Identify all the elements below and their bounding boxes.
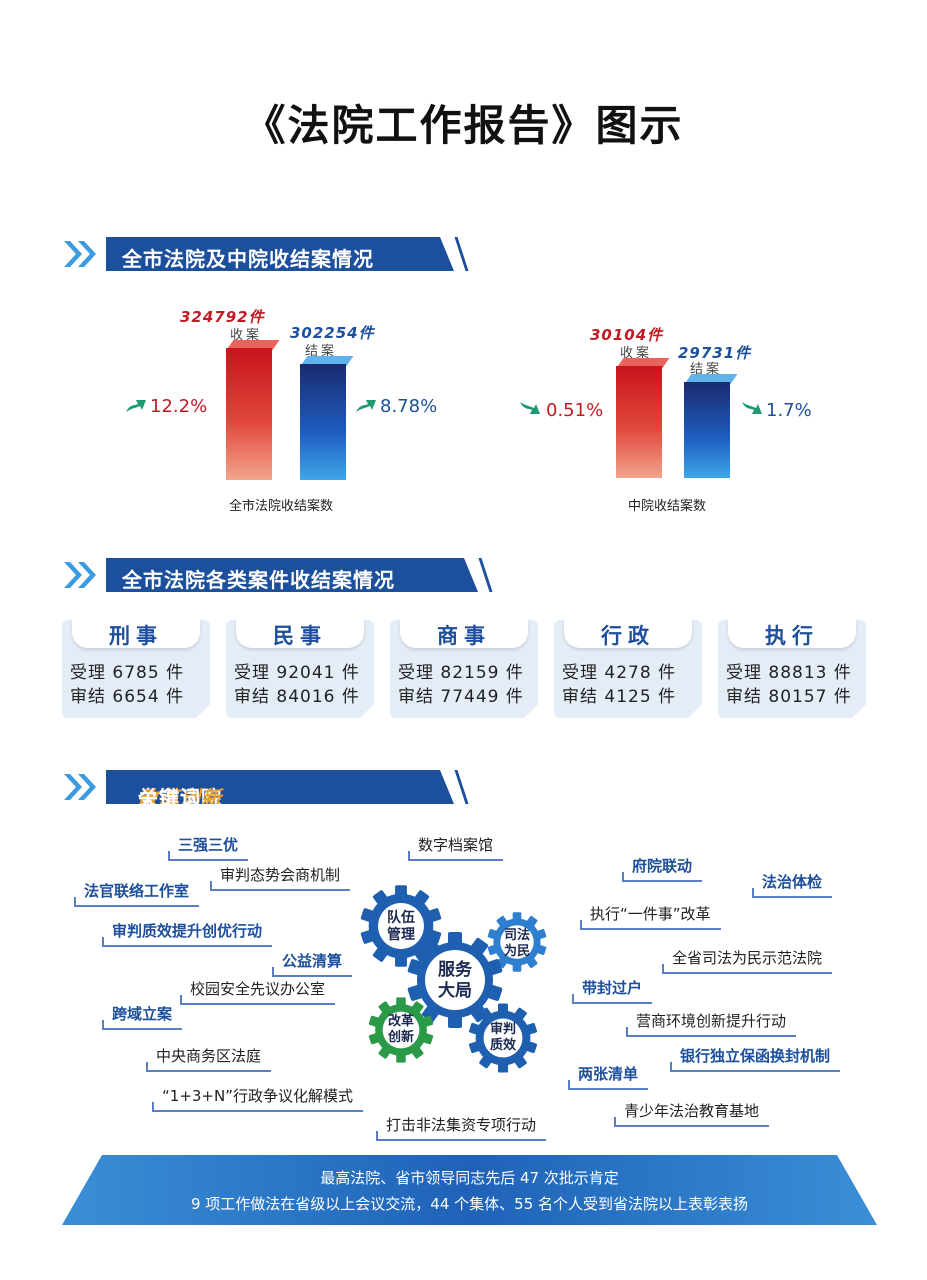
summary-banner: 最高法院、省市领导同志先后 47 次批示肯定 9 项工作做法在省级以上会议交流，…: [62, 1155, 877, 1225]
card-title: 行政: [601, 624, 655, 648]
mid-received-bar: [616, 366, 662, 478]
card-closed: 审结 80157 件: [726, 687, 852, 707]
card-closed: 审结 77449 件: [398, 687, 524, 707]
card-received: 受理 6785 件: [70, 663, 185, 683]
case-card-criminal: 刑事 受理 6785 件 审结 6654 件: [62, 618, 210, 718]
title-part: 关键词: [138, 786, 201, 810]
mid-closed-label: 结案: [690, 362, 723, 377]
trend-up-icon: [126, 400, 146, 412]
keyword: 跨域立案: [101, 1003, 183, 1030]
keyword: 银行独立保函换封机制: [669, 1045, 841, 1072]
gear-label-people: 司法 为民: [503, 928, 530, 959]
case-card-civil: 民事 受理 92041 件 审结 84016 件: [226, 618, 374, 718]
mid-received-change: 0.51%: [546, 400, 604, 421]
keyword: 法治体检: [751, 871, 833, 898]
gear-icon: [468, 1003, 538, 1073]
section3-title-bar: 全市法院 改革创新 关键词: [106, 770, 454, 804]
double-chevron-icon: [64, 241, 96, 267]
city-received-change: 12.2%: [150, 396, 208, 417]
card-received: 受理 92041 件: [234, 663, 360, 683]
gear-label-quality: 审判 质效: [489, 1022, 516, 1053]
divider: [454, 770, 469, 804]
city-closed-value: 302254件: [290, 324, 375, 342]
gear-label-reform: 改革 创新: [387, 1014, 414, 1045]
city-chart-caption: 全市法院收结案数: [229, 499, 334, 514]
double-chevron-icon: [64, 774, 96, 800]
card-title: 刑事: [109, 624, 163, 648]
case-card-enforcement: 执行 受理 88813 件 审结 80157 件: [718, 618, 866, 718]
card-received: 受理 82159 件: [398, 663, 524, 683]
keyword: 法官联络工作室: [73, 880, 200, 907]
card-closed: 审结 4125 件: [562, 687, 677, 707]
gear-icon: [360, 885, 442, 967]
keyword: 校园安全先议办公室: [179, 978, 336, 1005]
mid-closed-change: 1.7%: [766, 400, 812, 421]
page-title: 《法院工作报告》图示: [243, 101, 684, 150]
trend-down-icon: [520, 402, 540, 414]
keyword: 青少年法治教育基地: [613, 1100, 770, 1127]
keyword: 执行“一件事”改革: [580, 903, 721, 930]
section1-title: 全市法院及中院收结案情况: [122, 247, 374, 271]
card-received: 受理 88813 件: [726, 663, 852, 683]
city-received-value: 324792件: [180, 308, 265, 326]
city-closed-change: 8.78%: [380, 396, 438, 417]
section1-header: 全市法院及中院收结案情况: [62, 237, 482, 271]
card-title: 商事: [437, 624, 491, 648]
gear-label-team: 队伍 管理: [387, 910, 415, 943]
mid-chart-caption: 中院收结案数: [628, 499, 707, 514]
keyword: 审判质效提升创优行动: [101, 920, 273, 947]
mid-received-label: 收案: [620, 346, 653, 361]
city-received-label: 收案: [230, 328, 263, 343]
mid-closed-bar: [684, 382, 730, 478]
gear-label-center: 服务 大局: [438, 960, 472, 1001]
banner-line-1: 最高法院、省市领导同志先后 47 次批示肯定: [320, 1169, 619, 1187]
keyword: 两张清单: [567, 1063, 649, 1090]
city-closed-label: 结案: [305, 344, 338, 359]
trend-down-icon: [742, 402, 762, 414]
trend-up-icon: [356, 400, 376, 412]
section2-header: 全市法院各类案件收结案情况: [62, 558, 502, 592]
keyword: 数字档案馆: [407, 834, 504, 861]
keyword: 审判态势会商机制: [209, 864, 351, 891]
divider: [454, 237, 469, 271]
gear-icon: [487, 912, 547, 972]
card-title: 执行: [765, 624, 819, 648]
keyword: 中央商务区法庭: [145, 1045, 272, 1072]
banner-line-2: 9 项工作做法在省级以上会议交流，44 个集体、55 名个人受到省法院以上表彰表…: [190, 1195, 749, 1213]
keyword: 府院联动: [621, 855, 703, 882]
mid-received-value: 30104件: [590, 326, 664, 344]
keyword: 打击非法集资专项行动: [375, 1114, 547, 1141]
case-card-commercial: 商事 受理 82159 件 审结 77449 件: [390, 618, 538, 718]
gears-diagram: [360, 885, 547, 1073]
gear-icon: [368, 997, 434, 1063]
city-received-bar: [226, 348, 272, 480]
section2-title-bar: 全市法院各类案件收结案情况: [106, 558, 478, 592]
keyword: 公益清算: [271, 950, 353, 977]
section2-title: 全市法院各类案件收结案情况: [122, 568, 395, 592]
card-received: 受理 4278 件: [562, 663, 677, 683]
keyword: “1+3+N”行政争议化解模式: [152, 1085, 363, 1112]
card-title: 民事: [273, 624, 327, 648]
keyword: 营商环境创新提升行动: [625, 1010, 797, 1037]
keyword: 带封过户: [571, 977, 653, 1004]
card-closed: 审结 84016 件: [234, 687, 360, 707]
keyword: 三强三优: [167, 834, 249, 861]
gear-icon: [407, 932, 503, 1028]
city-closed-bar: [300, 364, 346, 480]
case-card-administrative: 行政 受理 4278 件 审结 4125 件: [554, 618, 702, 718]
section3-header: 全市法院 改革创新 关键词: [62, 770, 482, 804]
mid-closed-value: 29731件: [678, 344, 752, 362]
keyword: 全省司法为民示范法院: [661, 947, 833, 974]
double-chevron-icon: [64, 562, 96, 588]
section1-title-bar: 全市法院及中院收结案情况: [106, 237, 454, 271]
divider: [478, 558, 493, 592]
card-closed: 审结 6654 件: [70, 687, 185, 707]
